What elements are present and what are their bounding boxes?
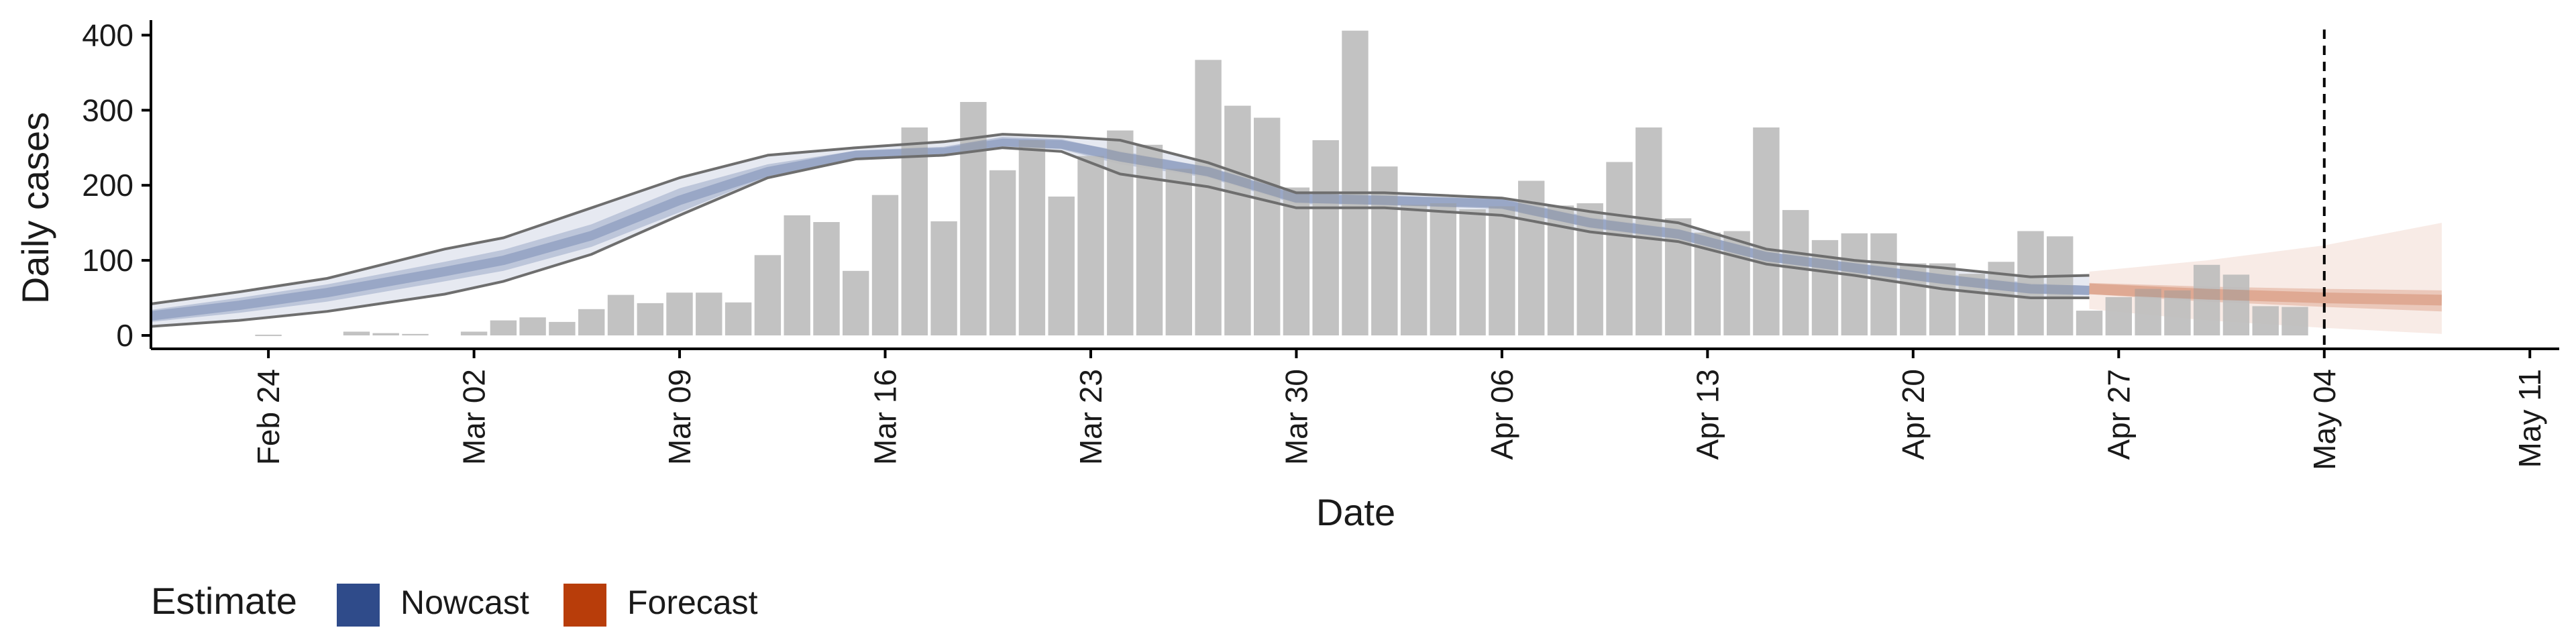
legend-swatch-nowcast <box>337 584 380 627</box>
case-bar <box>2105 297 2132 335</box>
case-bar <box>1048 197 1075 335</box>
case-bar <box>1136 144 1163 336</box>
case-bar <box>843 270 869 335</box>
x-tick-label: Apr 13 <box>1690 369 1725 460</box>
case-bar <box>901 127 928 335</box>
x-axis-title: Date <box>1316 491 1395 533</box>
x-tick-label: Mar 02 <box>457 369 492 465</box>
case-bar <box>930 221 957 335</box>
case-bar <box>1635 127 1662 335</box>
case-bar <box>1342 30 1368 335</box>
case-bar <box>1723 231 1750 335</box>
x-tick-label: Mar 09 <box>662 369 697 465</box>
case-bar <box>2017 231 2044 335</box>
case-bar <box>2252 306 2279 335</box>
case-bar <box>2076 311 2103 335</box>
y-tick-label: 300 <box>82 93 133 127</box>
case-bar <box>1929 263 1956 335</box>
case-bar <box>637 303 663 335</box>
y-tick-label: 0 <box>116 318 133 353</box>
case-bar <box>2222 274 2250 335</box>
case-bar <box>490 320 517 335</box>
case-bar <box>255 334 282 336</box>
median-lines <box>150 137 2443 321</box>
case-bar <box>1958 274 1986 335</box>
x-tick-label: Apr 06 <box>1485 369 1519 460</box>
x-tick-label: May 11 <box>2512 369 2547 468</box>
case-bar <box>696 292 722 335</box>
y-axis-ticks: 0 100 200 300 400 <box>82 17 151 353</box>
x-tick-label: Mar 23 <box>1073 369 1108 465</box>
x-tick-label: May 04 <box>2307 369 2342 470</box>
case-bar <box>1459 209 1486 335</box>
case-bar <box>1400 205 1428 335</box>
case-bar <box>1900 263 1927 335</box>
x-tick-label: Apr 20 <box>1896 369 1931 460</box>
case-bar <box>1841 233 1868 335</box>
case-bar <box>402 333 429 335</box>
x-tick-label: Mar 30 <box>1279 369 1313 465</box>
case-bar <box>1165 168 1192 335</box>
legend: Estimate Nowcast Forecast <box>151 580 758 627</box>
case-bar <box>1430 203 1456 335</box>
case-bar <box>1489 206 1515 335</box>
case-bar <box>1870 233 1897 335</box>
case-bar <box>813 222 840 335</box>
nowcast-lower-line <box>150 146 2090 328</box>
y-tick-label: 400 <box>82 17 133 52</box>
case-bar <box>1283 187 1310 335</box>
case-bar <box>1107 130 1134 335</box>
case-bar <box>1254 117 1281 335</box>
interval-bound-lines <box>150 133 2090 328</box>
case-bar <box>1576 203 1603 335</box>
case-bar <box>2282 307 2308 335</box>
nowcast-median-line <box>150 137 2090 321</box>
x-tick-label: Apr 27 <box>2101 369 2136 460</box>
y-tick-label: 200 <box>82 168 133 203</box>
case-bar <box>1664 218 1692 335</box>
case-bar <box>519 317 546 335</box>
forecast-inner-band <box>2089 282 2442 312</box>
legend-label-forecast: Forecast <box>627 584 758 621</box>
case-bar <box>666 292 693 335</box>
case-bar <box>343 331 370 335</box>
case-bar <box>989 170 1016 335</box>
case-bar <box>784 215 810 335</box>
case-bar <box>1195 60 1222 336</box>
case-bar <box>607 294 635 335</box>
case-bar <box>549 321 576 335</box>
case-bar <box>1018 140 1046 335</box>
nowcast-upper-line <box>150 133 2090 305</box>
x-tick-label: Feb 24 <box>251 369 286 465</box>
x-axis-ticks: Feb 24 Mar 02 Mar 09 Mar 16 Mar 23 Mar 30 Apr … <box>251 349 2547 470</box>
legend-swatch-forecast <box>564 584 606 627</box>
case-bar <box>1753 127 1780 335</box>
case-bar <box>754 255 782 335</box>
case-bar <box>1312 140 1339 335</box>
case-bar <box>1371 166 1398 335</box>
case-bar <box>1224 105 1251 335</box>
case-bar <box>460 331 488 335</box>
x-tick-label: Mar 16 <box>868 369 903 465</box>
case-bar <box>578 309 605 335</box>
forecast-median-line <box>2089 283 2443 306</box>
legend-title: Estimate <box>151 580 297 622</box>
case-bar <box>1782 210 1809 335</box>
case-bar <box>960 102 987 335</box>
y-tick-label: 100 <box>82 243 133 278</box>
case-bar <box>724 302 752 335</box>
case-bar <box>2193 264 2220 335</box>
y-axis-title: Daily cases <box>14 112 56 304</box>
legend-label-nowcast: Nowcast <box>400 584 529 621</box>
case-bar <box>1606 162 1633 335</box>
case-bar <box>372 333 399 335</box>
case-bar <box>2135 288 2161 335</box>
case-bar <box>871 195 899 335</box>
case-bars <box>255 30 2308 336</box>
case-bar <box>2164 290 2191 335</box>
case-bar <box>2047 236 2074 335</box>
case-bar <box>1518 180 1545 335</box>
case-bar <box>1077 156 1104 335</box>
